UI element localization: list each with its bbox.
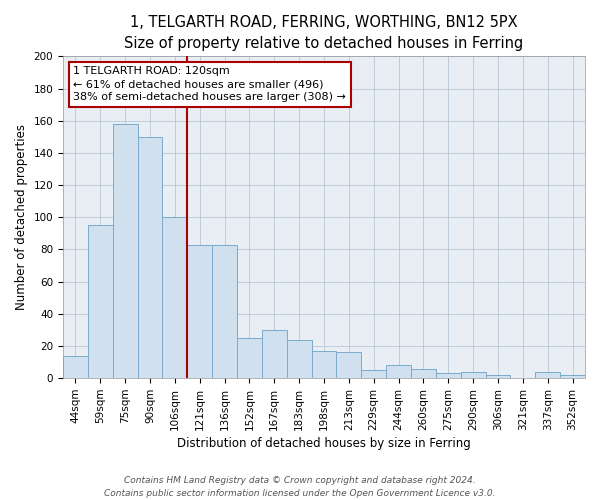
Bar [461, 372, 485, 378]
Bar [137, 137, 163, 378]
Bar [88, 226, 113, 378]
Title: 1, TELGARTH ROAD, FERRING, WORTHING, BN12 5PX
Size of property relative to detac: 1, TELGARTH ROAD, FERRING, WORTHING, BN1… [124, 15, 524, 51]
Bar [163, 218, 187, 378]
Text: Contains HM Land Registry data © Crown copyright and database right 2024.
Contai: Contains HM Land Registry data © Crown c… [104, 476, 496, 498]
Bar [386, 366, 411, 378]
Bar [485, 375, 511, 378]
Bar [237, 338, 262, 378]
Bar [113, 124, 137, 378]
Bar [361, 370, 386, 378]
Bar [287, 340, 311, 378]
Bar [212, 244, 237, 378]
Bar [560, 375, 585, 378]
Bar [311, 351, 337, 378]
Bar [411, 368, 436, 378]
Bar [262, 330, 287, 378]
Bar [187, 244, 212, 378]
X-axis label: Distribution of detached houses by size in Ferring: Distribution of detached houses by size … [177, 437, 471, 450]
Bar [63, 356, 88, 378]
Text: 1 TELGARTH ROAD: 120sqm
← 61% of detached houses are smaller (496)
38% of semi-d: 1 TELGARTH ROAD: 120sqm ← 61% of detache… [73, 66, 346, 102]
Bar [337, 352, 361, 378]
Bar [436, 374, 461, 378]
Y-axis label: Number of detached properties: Number of detached properties [15, 124, 28, 310]
Bar [535, 372, 560, 378]
